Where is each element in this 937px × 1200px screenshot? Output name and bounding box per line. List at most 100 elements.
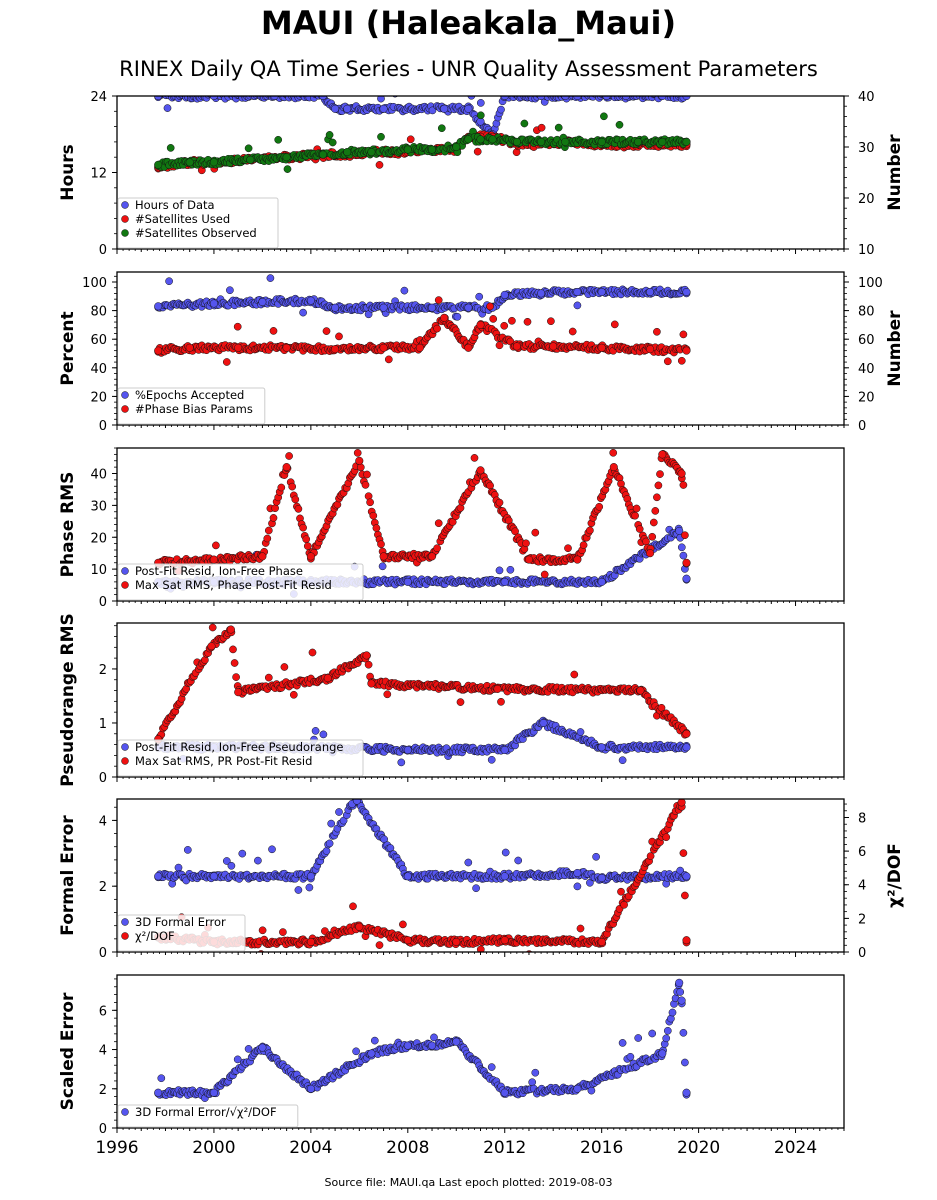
- data-point-anchor: [246, 155, 255, 164]
- panel-6-marks: [154, 978, 691, 1102]
- data-point-anchor: [282, 343, 291, 352]
- y-tick-label: 20: [90, 531, 107, 546]
- data-point: [651, 507, 660, 515]
- data-point: [309, 85, 316, 92]
- data-point: [285, 452, 293, 460]
- data-point: [677, 543, 686, 552]
- y-right-tick-label: 40: [858, 90, 875, 105]
- data-point: [163, 104, 172, 112]
- data-point: [475, 292, 484, 301]
- y-right-axis-label: χ²/DOF: [885, 843, 905, 908]
- data-point: [400, 286, 409, 295]
- data-point: [547, 317, 555, 326]
- data-point: [287, 69, 294, 76]
- data-point-anchor: [306, 872, 315, 881]
- data-point: [283, 165, 292, 173]
- data-point: [631, 511, 639, 520]
- data-point: [289, 690, 298, 699]
- y-tick-label: 4: [99, 814, 107, 829]
- data-point-anchor: [488, 135, 497, 144]
- data-point: [540, 570, 549, 579]
- data-point-anchor: [646, 549, 655, 558]
- data-point-anchor: [464, 104, 473, 113]
- data-point-anchor: [234, 688, 243, 697]
- data-point-anchor: [597, 287, 606, 297]
- data-point: [430, 1033, 438, 1042]
- data-point: [679, 481, 688, 489]
- data-point: [363, 470, 371, 479]
- data-point-anchor: [226, 625, 235, 634]
- data-point: [263, 534, 272, 543]
- data-point: [377, 540, 385, 549]
- data-point: [366, 498, 374, 507]
- data-point: [662, 833, 671, 842]
- legend-marker: [121, 581, 129, 589]
- data-point: [467, 96, 476, 100]
- data-point: [434, 519, 443, 528]
- data-point: [369, 511, 378, 520]
- data-point: [343, 799, 347, 800]
- data-point: [266, 274, 275, 282]
- data-point: [654, 481, 663, 490]
- data-point-anchor: [573, 96, 582, 101]
- legend-marker: [121, 743, 129, 751]
- data-point: [254, 856, 262, 865]
- data-point-anchor: [207, 642, 216, 651]
- data-point-anchor: [682, 558, 691, 567]
- panel-5-marks: [154, 799, 691, 952]
- data-point: [370, 1036, 379, 1045]
- data-point: [238, 849, 247, 858]
- data-point: [470, 454, 479, 462]
- data-point-anchor: [464, 303, 473, 312]
- data-point-anchor: [154, 346, 163, 355]
- data-point: [531, 528, 540, 537]
- data-point: [679, 330, 688, 339]
- data-point-anchor: [597, 137, 606, 146]
- data-point: [646, 852, 655, 860]
- y-tick-label: 20: [90, 390, 107, 405]
- y-right-tick-label: 0: [858, 946, 866, 961]
- data-point: [229, 645, 237, 654]
- data-point-anchor: [403, 936, 412, 945]
- data-point: [384, 355, 393, 364]
- data-point: [433, 544, 441, 553]
- data-point-anchor: [362, 651, 371, 660]
- data-point-anchor: [677, 469, 686, 478]
- data-point-anchor: [500, 936, 509, 945]
- data-point: [617, 887, 625, 896]
- data-point-anchor: [379, 303, 388, 312]
- legend-label: #Satellites Observed: [135, 226, 257, 240]
- data-point: [352, 1047, 360, 1056]
- data-point: [464, 858, 473, 867]
- data-point: [375, 161, 384, 169]
- data-point: [595, 502, 604, 511]
- y-tick-label: 2: [99, 880, 107, 895]
- data-point: [356, 463, 365, 472]
- data-point-anchor: [573, 555, 582, 564]
- data-point-anchor: [209, 299, 218, 308]
- data-point-anchor: [464, 343, 473, 352]
- data-point-anchor: [539, 718, 548, 728]
- data-point-anchor: [682, 96, 691, 101]
- y-right-tick-label: 100: [858, 276, 883, 291]
- data-point: [486, 481, 494, 490]
- data-point: [291, 495, 300, 504]
- data-point-anchor: [646, 287, 655, 297]
- data-point: [277, 483, 286, 492]
- data-point-anchor: [597, 577, 606, 586]
- data-point: [495, 498, 504, 507]
- data-point-anchor: [258, 552, 267, 561]
- data-point: [303, 542, 312, 550]
- data-point-anchor: [573, 287, 582, 297]
- data-point: [506, 565, 515, 574]
- data-point: [377, 132, 385, 141]
- y-right-tick-label: 30: [858, 141, 875, 156]
- data-point: [232, 673, 240, 681]
- data-point: [230, 659, 239, 667]
- data-point-anchor: [500, 872, 509, 881]
- data-point: [317, 70, 324, 77]
- y-tick-label: 0: [99, 595, 107, 610]
- legend-box: [117, 197, 279, 249]
- data-point-anchor: [621, 96, 630, 101]
- data-point-anchor: [318, 96, 328, 101]
